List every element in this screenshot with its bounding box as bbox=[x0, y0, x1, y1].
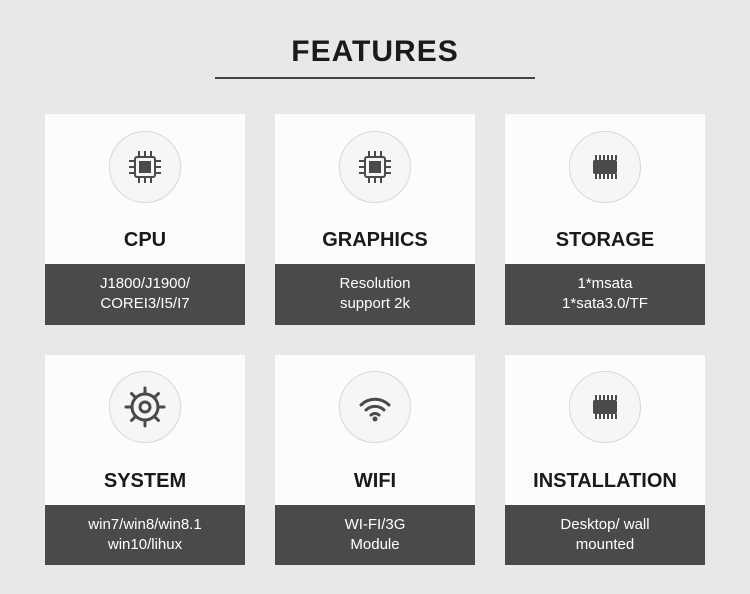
wifi-icon bbox=[339, 371, 411, 443]
feature-desc: 1*msata 1*sata3.0/TF bbox=[505, 264, 705, 325]
title-underline bbox=[215, 77, 535, 79]
feature-card: CPU J1800/J1900/ COREI3/I5/I7 bbox=[45, 114, 245, 325]
feature-card: SYSTEM win7/win8/win8.1 win10/lihux bbox=[45, 355, 245, 566]
feature-desc: J1800/J1900/ COREI3/I5/I7 bbox=[45, 264, 245, 325]
feature-title: SYSTEM bbox=[45, 460, 245, 505]
cpu-icon bbox=[109, 131, 181, 203]
chip-icon bbox=[569, 131, 641, 203]
feature-desc: win7/win8/win8.1 win10/lihux bbox=[45, 505, 245, 566]
feature-card: STORAGE 1*msata 1*sata3.0/TF bbox=[505, 114, 705, 325]
feature-title: CPU bbox=[45, 219, 245, 264]
feature-title: WIFI bbox=[275, 460, 475, 505]
feature-desc: WI-FI/3G Module bbox=[275, 505, 475, 566]
icon-zone bbox=[45, 355, 245, 460]
features-grid: CPU J1800/J1900/ COREI3/I5/I7 GRAPHICS R… bbox=[0, 114, 750, 565]
icon-zone bbox=[45, 114, 245, 219]
gear-icon bbox=[109, 371, 181, 443]
icon-zone bbox=[505, 355, 705, 460]
cpu-icon bbox=[339, 131, 411, 203]
feature-card: INSTALLATION Desktop/ wall mounted bbox=[505, 355, 705, 566]
feature-desc: Resolution support 2k bbox=[275, 264, 475, 325]
header: FEATURES bbox=[0, 35, 750, 79]
feature-card: WIFI WI-FI/3G Module bbox=[275, 355, 475, 566]
icon-zone bbox=[275, 114, 475, 219]
icon-zone bbox=[275, 355, 475, 460]
feature-title: STORAGE bbox=[505, 219, 705, 264]
feature-title: GRAPHICS bbox=[275, 219, 475, 264]
feature-desc: Desktop/ wall mounted bbox=[505, 505, 705, 566]
page-title: FEATURES bbox=[291, 35, 458, 77]
chip-icon bbox=[569, 371, 641, 443]
feature-title: INSTALLATION bbox=[505, 460, 705, 505]
feature-card: GRAPHICS Resolution support 2k bbox=[275, 114, 475, 325]
icon-zone bbox=[505, 114, 705, 219]
